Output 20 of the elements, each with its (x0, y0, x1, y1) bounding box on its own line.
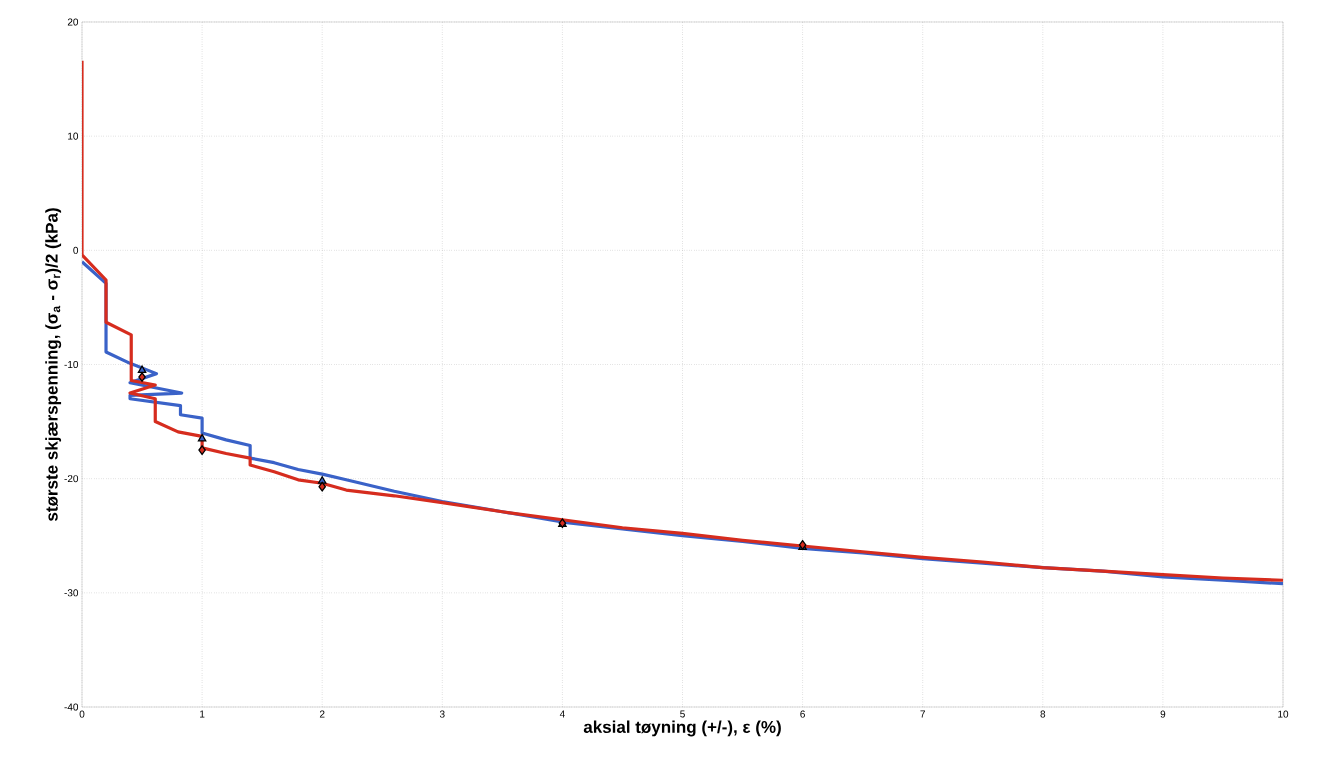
x-tick-label: 3 (439, 710, 445, 718)
y-tick-label: 0 (73, 246, 79, 254)
x-tick-label: 1 (200, 710, 205, 718)
y-tick-label: -40 (64, 703, 79, 711)
x-axis-title: aksial tøyning (+/-), ε (%) (583, 720, 781, 737)
x-tick-label: 5 (680, 710, 685, 718)
x-tick-label: 9 (1160, 710, 1166, 718)
x-tick-label: 0 (79, 710, 85, 718)
y-tick-label: -10 (64, 360, 79, 369)
x-tick-label: 8 (1040, 710, 1046, 718)
x-tick-label: 2 (319, 710, 325, 718)
y-tick-label: 10 (68, 132, 79, 140)
x-tick-label: 7 (920, 710, 925, 718)
y-axis-title: største skjærspenning, (σ$_{a}$ - σ$_{r}$)/2 (kPa) (45, 208, 62, 521)
x-tick-label: 6 (800, 710, 805, 718)
x-tick-label: 10 (1278, 710, 1289, 718)
y-tick-label: 20 (67, 18, 79, 26)
y-tick-label: -30 (64, 589, 79, 597)
x-tick-label: 4 (559, 710, 565, 718)
y-tick-label: -20 (64, 475, 79, 483)
